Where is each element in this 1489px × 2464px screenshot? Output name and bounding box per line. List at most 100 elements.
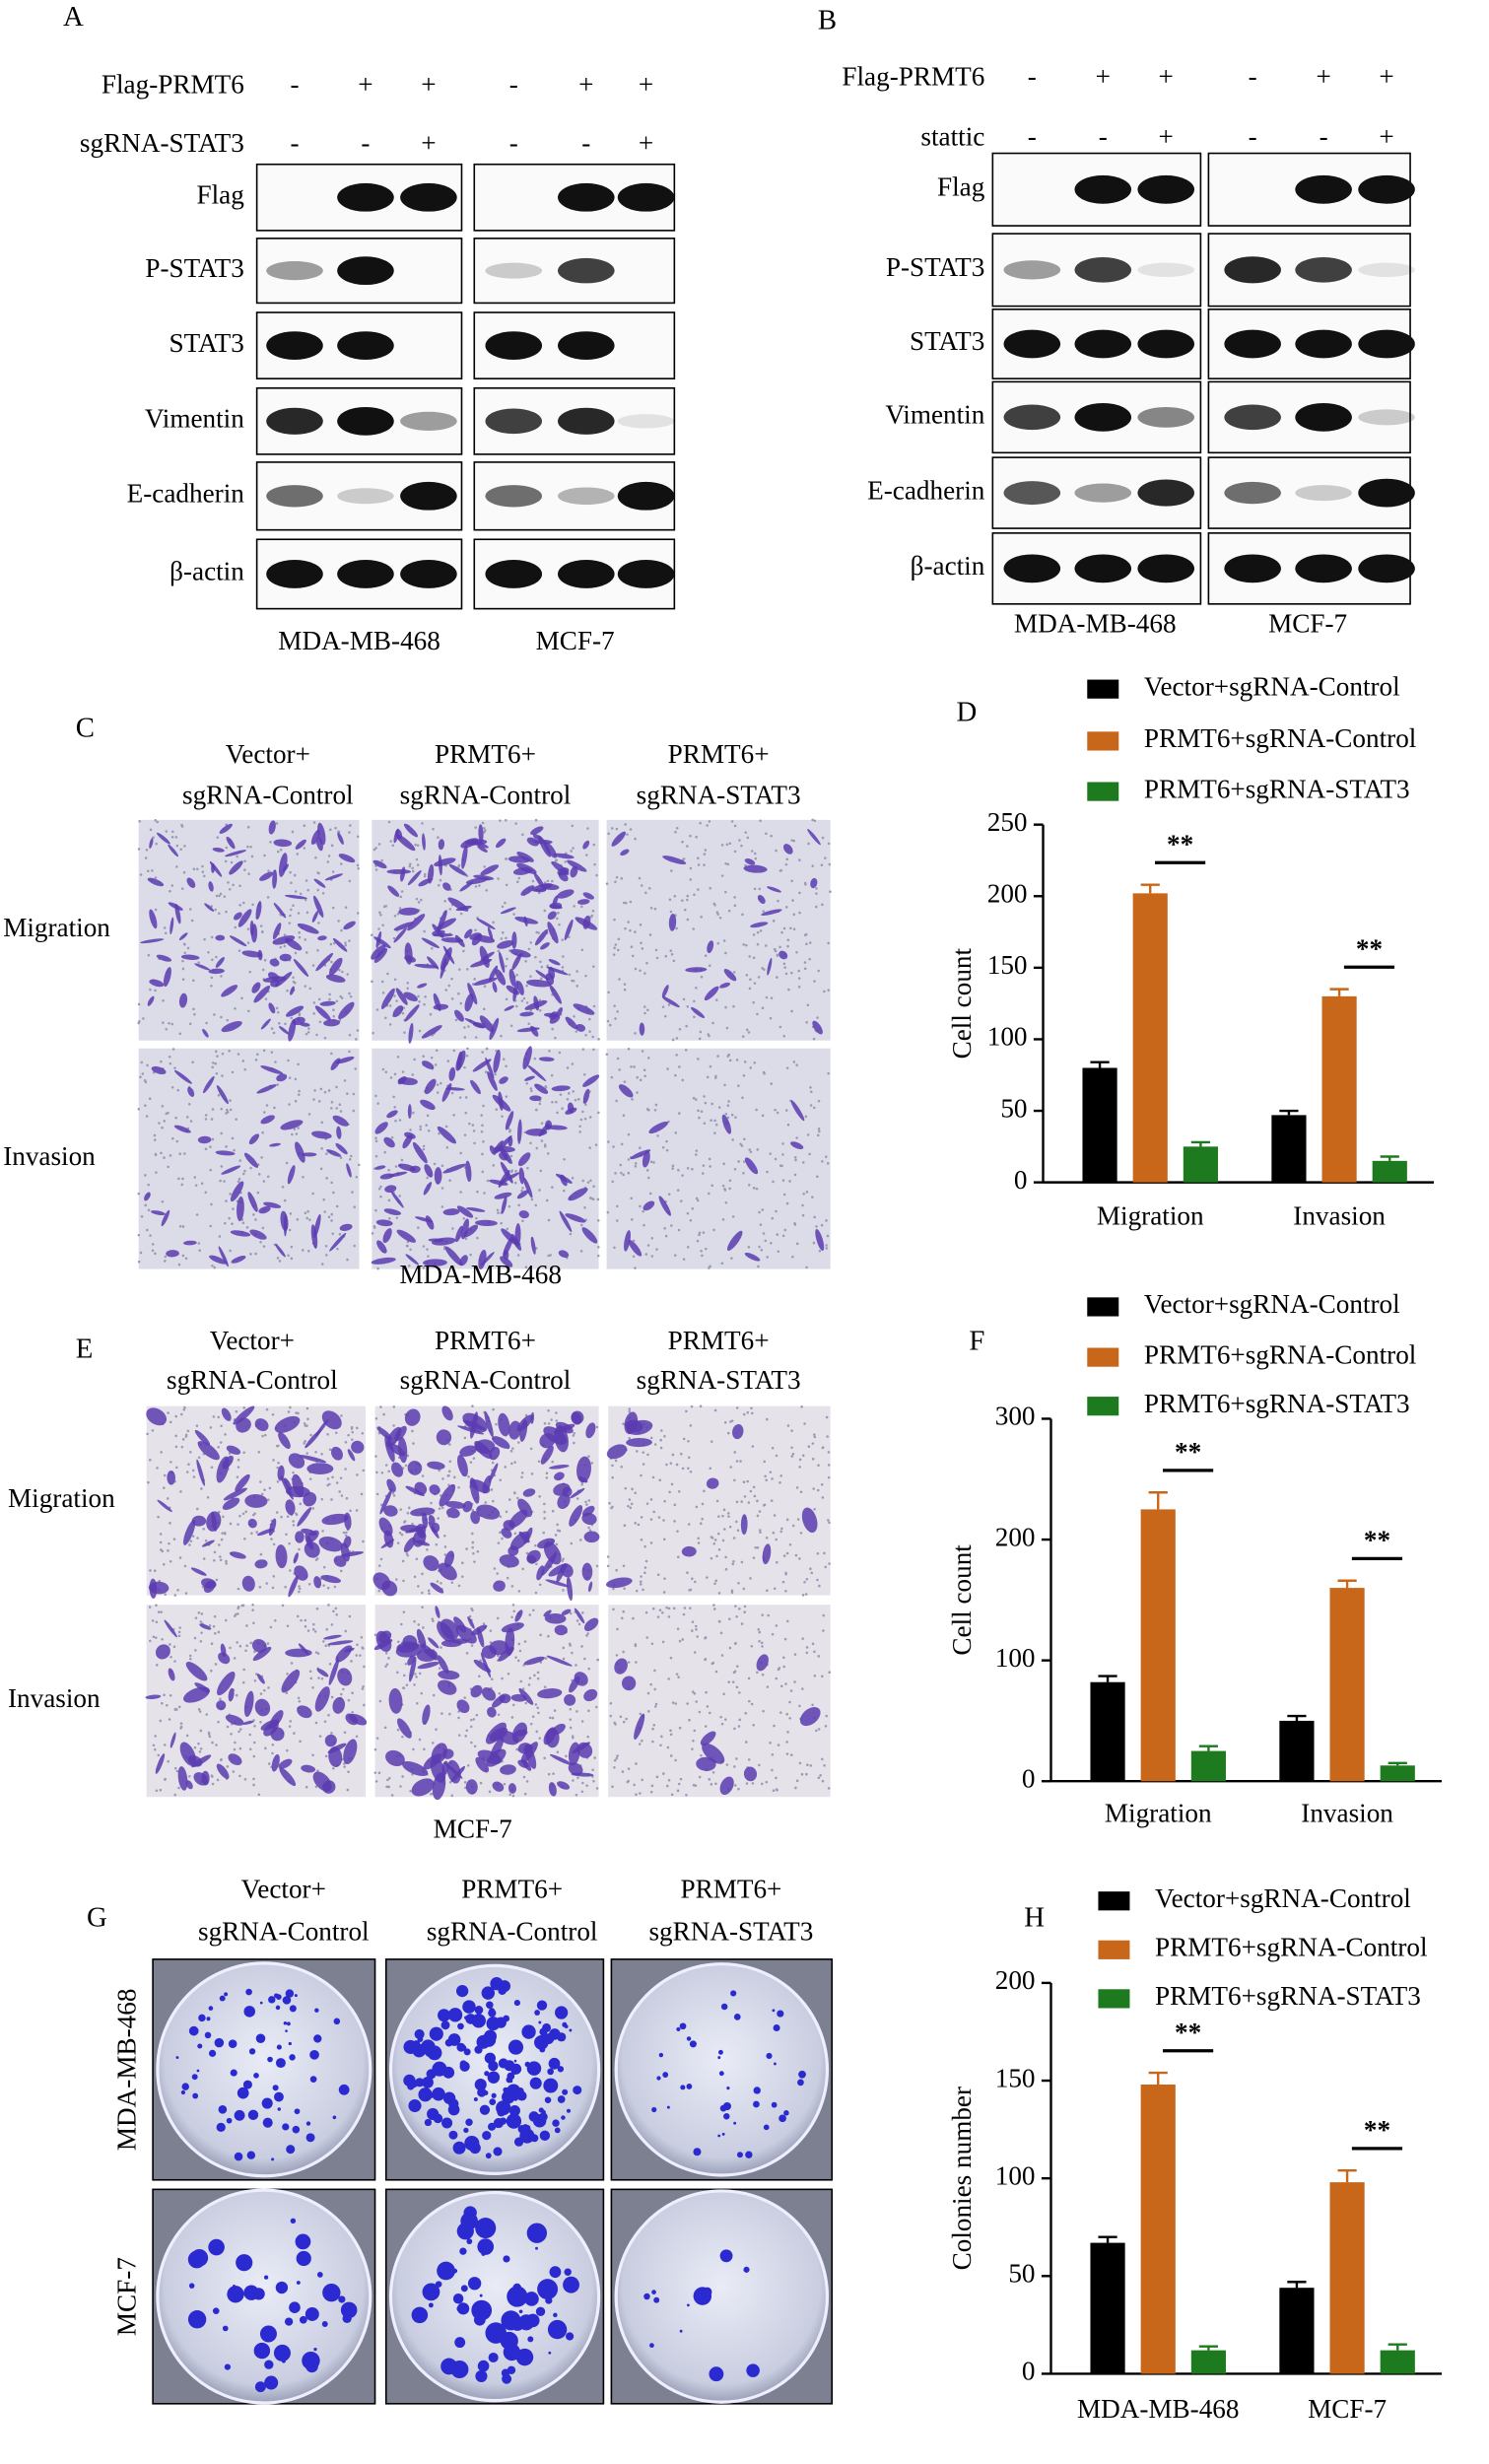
cell xyxy=(476,1504,501,1520)
pore xyxy=(758,887,762,891)
pore xyxy=(241,1680,245,1684)
pore xyxy=(316,1652,320,1655)
pore xyxy=(402,1579,405,1583)
cell xyxy=(187,1086,195,1097)
pore xyxy=(733,1167,737,1171)
colony xyxy=(515,2348,534,2366)
pore xyxy=(777,1744,780,1746)
pore xyxy=(637,1523,641,1527)
pore xyxy=(782,1554,786,1557)
pore xyxy=(251,1608,254,1611)
pore xyxy=(148,1097,152,1100)
pore xyxy=(495,1422,498,1426)
pore xyxy=(813,1435,817,1439)
pore xyxy=(709,1467,712,1471)
cell xyxy=(456,1205,474,1218)
treatment-mark: - xyxy=(1028,62,1037,92)
pore xyxy=(290,1245,294,1249)
colony xyxy=(717,2134,721,2138)
cell xyxy=(719,982,731,989)
cell xyxy=(196,1459,205,1486)
pore xyxy=(220,1757,223,1761)
pore xyxy=(511,1447,514,1450)
pore xyxy=(742,1172,745,1175)
cell xyxy=(313,878,326,888)
colony xyxy=(545,2296,553,2304)
pore xyxy=(785,1518,789,1522)
pore xyxy=(157,1515,160,1519)
cell xyxy=(313,1576,322,1589)
cell xyxy=(156,832,170,845)
blot-band xyxy=(1295,485,1352,502)
pore xyxy=(409,1248,412,1252)
pore xyxy=(659,1446,663,1450)
pore xyxy=(639,1146,642,1149)
colony xyxy=(529,2077,542,2089)
cell xyxy=(557,889,575,899)
cell xyxy=(685,967,708,973)
pore xyxy=(450,997,454,1000)
cell xyxy=(382,1228,392,1244)
pore xyxy=(469,1461,473,1464)
pore xyxy=(499,1515,503,1519)
pore xyxy=(433,1162,437,1166)
blot-label: Flag xyxy=(937,172,985,202)
pore xyxy=(446,1060,450,1062)
pore xyxy=(770,1082,773,1085)
pore xyxy=(756,1499,759,1503)
colony xyxy=(234,2109,245,2121)
pore xyxy=(322,1198,325,1201)
pore xyxy=(238,1159,242,1162)
pore xyxy=(797,969,800,973)
cell xyxy=(721,1114,732,1134)
pore xyxy=(225,1145,228,1148)
pore xyxy=(161,1104,165,1108)
pore xyxy=(695,835,698,839)
cell xyxy=(488,965,499,982)
pore xyxy=(248,970,252,974)
pore xyxy=(805,1646,809,1649)
pore xyxy=(195,1213,199,1216)
cell xyxy=(532,834,542,841)
cell xyxy=(288,1018,297,1042)
pore xyxy=(409,862,412,865)
colony xyxy=(267,2056,273,2063)
colony xyxy=(191,2074,198,2081)
pore xyxy=(619,1163,623,1167)
pore xyxy=(748,1148,751,1151)
cell xyxy=(328,1659,340,1685)
pore xyxy=(375,1471,378,1474)
pore xyxy=(688,1718,691,1722)
pore xyxy=(333,1585,337,1589)
pore xyxy=(217,1630,221,1634)
pore xyxy=(398,907,402,910)
cell xyxy=(455,1225,463,1243)
pore xyxy=(710,1783,713,1786)
colony xyxy=(507,2286,528,2307)
pore xyxy=(180,1412,183,1416)
blot-band xyxy=(617,560,675,588)
pore xyxy=(426,1548,429,1551)
pore xyxy=(298,1089,301,1093)
pore xyxy=(568,973,572,977)
pore xyxy=(571,1651,574,1655)
pore xyxy=(634,1165,638,1168)
cell xyxy=(390,1191,404,1208)
cell xyxy=(275,1244,286,1258)
cell xyxy=(391,1462,404,1477)
pore xyxy=(702,1172,705,1175)
pore xyxy=(465,1054,469,1058)
pore xyxy=(380,980,384,984)
cell xyxy=(430,1582,444,1594)
pore xyxy=(304,938,307,941)
pore xyxy=(771,1753,775,1756)
colony xyxy=(457,2022,464,2030)
pore xyxy=(649,1436,653,1440)
pore xyxy=(149,1234,152,1237)
pore xyxy=(497,949,501,953)
pore xyxy=(807,1445,811,1448)
pore xyxy=(288,1541,291,1545)
cell xyxy=(432,932,453,937)
pore xyxy=(775,1624,778,1627)
pore xyxy=(759,1223,763,1226)
